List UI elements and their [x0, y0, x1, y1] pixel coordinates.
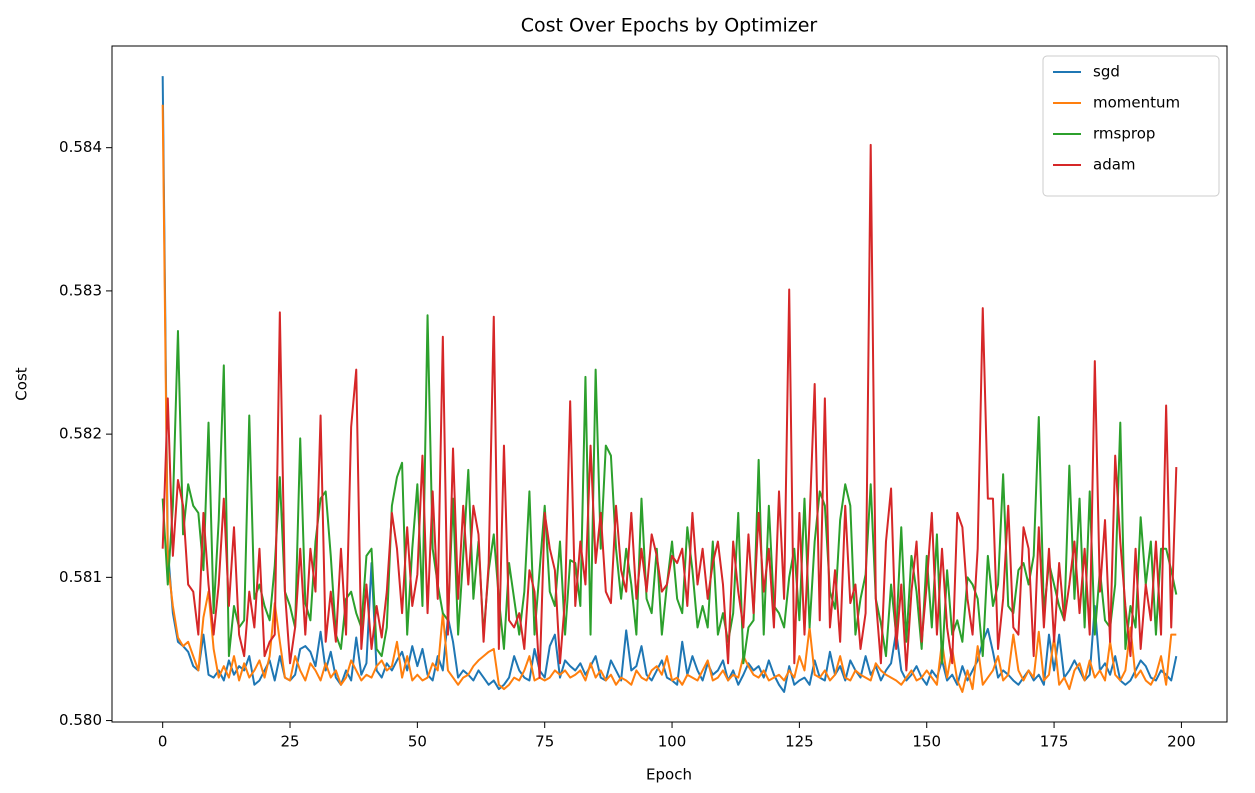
x-tick-label: 175: [1040, 733, 1069, 751]
legend-label: rmsprop: [1093, 125, 1155, 143]
series-line: [161, 143, 1178, 679]
x-tick-label: 125: [785, 733, 814, 751]
x-tick-label: 75: [535, 733, 554, 751]
x-tick-label: 25: [280, 733, 299, 751]
x-tick-label: 200: [1167, 733, 1196, 751]
x-tick-label: 0: [158, 733, 168, 751]
y-tick-label: 0.584: [59, 138, 102, 156]
legend-box: [1042, 55, 1220, 197]
y-axis-label: Cost: [13, 367, 31, 400]
legend-label: momentum: [1093, 94, 1180, 112]
series-line: [161, 76, 1178, 693]
x-tick-label: 100: [658, 733, 687, 751]
series-line: [161, 314, 1178, 665]
y-tick-label: 0.580: [59, 711, 102, 729]
y-tick-label: 0.582: [59, 425, 102, 443]
y-tick-label: 0.583: [59, 281, 102, 299]
plot-frame: [111, 45, 1228, 723]
chart-title: Cost Over Epochs by Optimizer: [521, 15, 818, 37]
legend-label: sgd: [1093, 63, 1120, 81]
x-axis-label: Epoch: [646, 766, 692, 784]
x-tick-label: 150: [912, 733, 941, 751]
legend-label: adam: [1093, 156, 1136, 174]
y-tick-label: 0.581: [59, 568, 102, 586]
x-tick-label: 50: [408, 733, 427, 751]
series-line: [161, 104, 1177, 693]
